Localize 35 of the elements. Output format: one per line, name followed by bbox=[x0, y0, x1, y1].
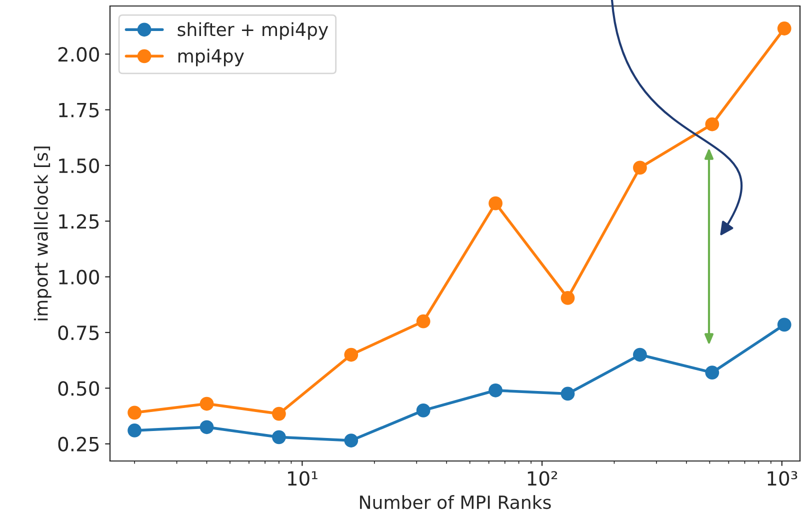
point bbox=[560, 386, 575, 401]
point bbox=[344, 348, 358, 362]
x-axis-title: Number of MPI Ranks bbox=[360, 495, 551, 510]
point bbox=[416, 314, 430, 328]
y-tick-label: 1.75 bbox=[59, 102, 99, 118]
legend-label: mpi4py bbox=[178, 48, 244, 66]
point bbox=[128, 406, 142, 420]
y-tick-label: 1.50 bbox=[59, 158, 99, 174]
point bbox=[344, 434, 358, 448]
y-tick-label: 0.75 bbox=[58, 325, 99, 340]
point bbox=[705, 366, 720, 380]
point bbox=[416, 404, 430, 418]
point bbox=[128, 424, 142, 438]
point bbox=[705, 117, 720, 132]
x-tick-label: 10² bbox=[528, 471, 558, 486]
point bbox=[200, 420, 214, 434]
x-tick-label: 10³ bbox=[768, 471, 798, 486]
point bbox=[488, 383, 502, 398]
y-tick-label: 2.00 bbox=[58, 47, 99, 62]
x-tick-label: 10¹ bbox=[288, 471, 318, 486]
y-tick-label: 0.50 bbox=[58, 381, 99, 396]
y-axis-title: import wallclock [s] bbox=[34, 146, 52, 320]
point bbox=[488, 196, 502, 210]
point bbox=[777, 22, 792, 36]
y-tick-label: 1.25 bbox=[59, 214, 99, 229]
y-tick-label: 0.25 bbox=[58, 436, 99, 452]
point bbox=[560, 291, 575, 305]
point bbox=[633, 348, 647, 362]
point bbox=[633, 160, 647, 175]
legend-label: shifter + mpi4py bbox=[178, 22, 328, 40]
point bbox=[200, 396, 214, 411]
point bbox=[777, 318, 792, 332]
y-tick-label: 1.00 bbox=[59, 270, 99, 284]
point bbox=[272, 430, 286, 444]
point bbox=[272, 406, 286, 421]
